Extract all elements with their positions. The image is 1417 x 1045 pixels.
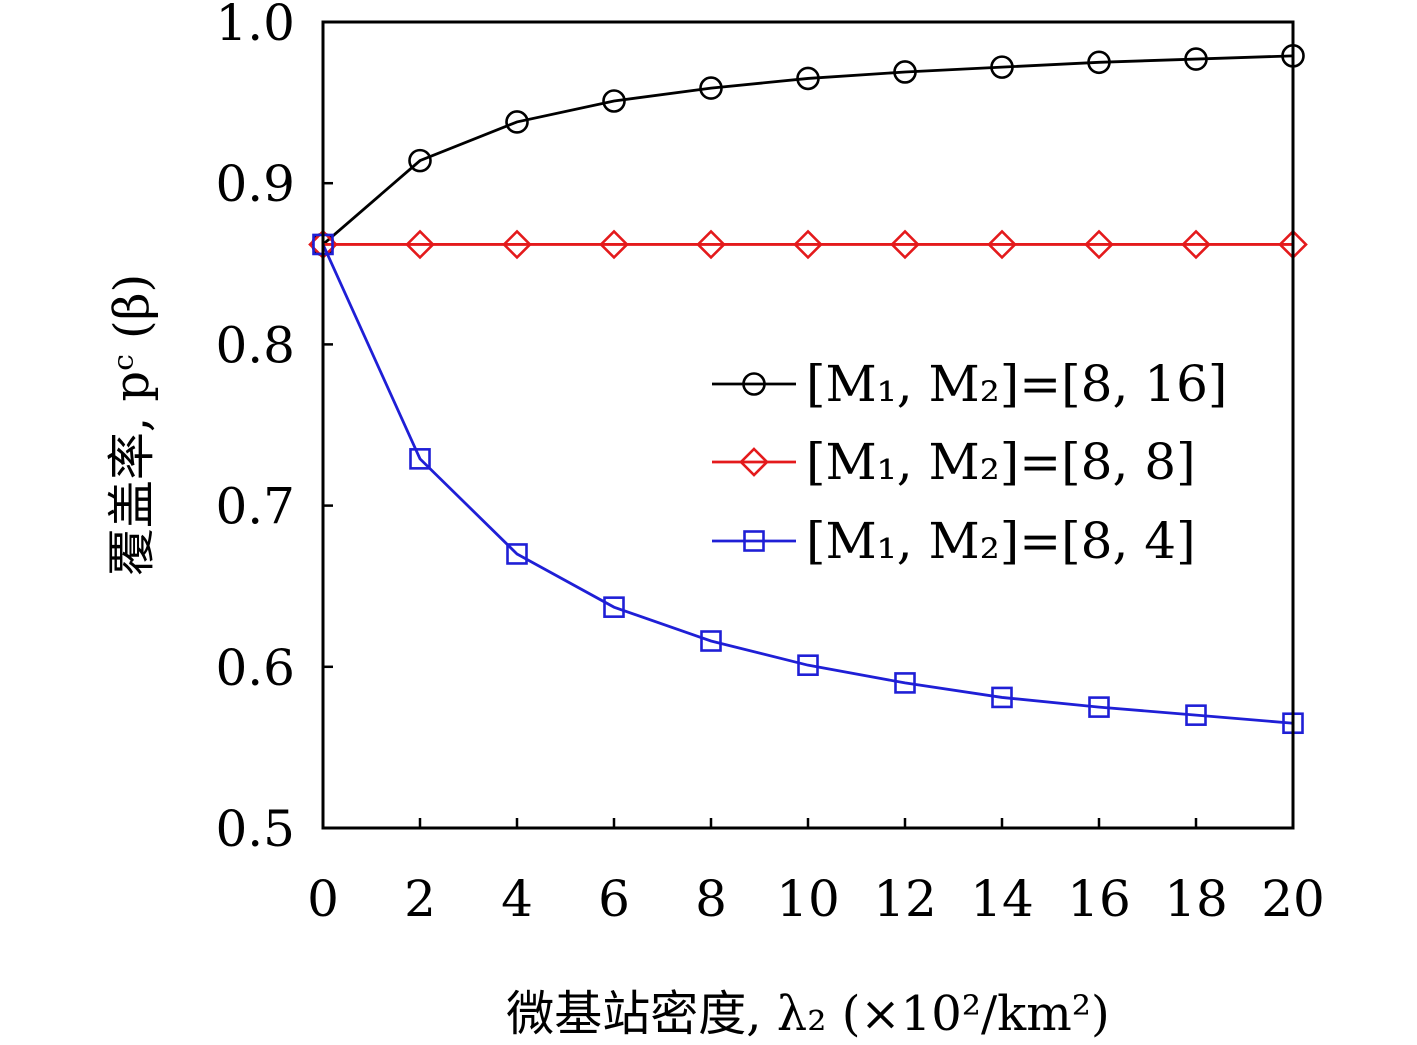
- data-point-diamond: [405, 229, 435, 260]
- y-tick-label: 0.7: [215, 478, 295, 536]
- y-tick-label: 0.8: [215, 316, 295, 374]
- data-point-diamond: [599, 229, 629, 260]
- data-point-diamond: [1181, 229, 1211, 260]
- x-tick-label: 18: [1164, 870, 1228, 928]
- x-tick-label: 4: [501, 870, 533, 928]
- data-point-square: [1088, 696, 1110, 718]
- data-point-square: [991, 686, 1013, 709]
- y-tick-label: 0.9: [215, 155, 295, 213]
- data-point-diamond: [696, 229, 726, 260]
- data-point-diamond: [890, 229, 920, 260]
- legend-marker: [739, 447, 769, 477]
- x-tick-label: 2: [404, 870, 436, 928]
- legend-marker: [742, 372, 766, 396]
- legend-entry: [M₁, M₂]=[8, 4]: [712, 512, 1196, 570]
- y-tick-label: 0.6: [215, 639, 295, 697]
- x-tick-label: 10: [776, 870, 840, 928]
- series-line: [321, 243, 1294, 725]
- data-point-diamond: [502, 229, 532, 260]
- y-tick-label: 0.5: [215, 800, 295, 858]
- x-tick-label: 0: [307, 870, 339, 928]
- x-tick-label: 8: [695, 870, 727, 928]
- legend-label: [M₁, M₂]=[8, 16]: [806, 355, 1227, 413]
- legend-entry: [M₁, M₂]=[8, 16]: [712, 355, 1227, 413]
- y-axis-title: 覆盖率, pᶜ (β): [104, 274, 160, 576]
- series-layer: [308, 44, 1308, 735]
- x-tick-label: 6: [598, 870, 630, 928]
- data-point-square: [797, 654, 819, 676]
- data-point-circle: [893, 60, 917, 84]
- data-point-square: [1185, 704, 1207, 726]
- data-point-circle: [408, 148, 432, 173]
- data-point-square: [700, 630, 722, 652]
- legend-label: [M₁, M₂]=[8, 4]: [806, 512, 1196, 570]
- data-point-circle: [505, 110, 529, 134]
- series-3: [312, 233, 1304, 735]
- y-axis: 0.5 0.6 0.7 0.8 0.9 1.0: [215, 0, 333, 858]
- data-point-circle: [602, 89, 626, 113]
- series-1: [311, 44, 1305, 257]
- data-point-circle: [1184, 47, 1208, 71]
- data-point-circle: [990, 55, 1014, 79]
- legend-label: [M₁, M₂]=[8, 8]: [806, 433, 1196, 491]
- plot-frame: [321, 20, 1295, 830]
- x-tick-label: 16: [1067, 870, 1131, 928]
- legend-entry: [M₁, M₂]=[8, 8]: [712, 433, 1196, 491]
- x-axis: 0 2 4 6 8 10 12 14 16 18 20: [307, 818, 1325, 928]
- series-line: [322, 54, 1294, 246]
- x-axis-title: 微基站密度, λ₂ (×10²/km²): [506, 986, 1109, 1042]
- y-tick-label: 1.0: [215, 0, 295, 52]
- series-2: [308, 229, 1308, 260]
- legend: [M₁, M₂]=[8, 16] [M₁, M₂]=[8, 8] [M₁, M₂]=…: [712, 355, 1227, 570]
- data-point-square: [506, 543, 528, 565]
- data-point-circle: [796, 66, 820, 91]
- x-tick-label: 14: [970, 870, 1034, 928]
- data-point-square: [603, 596, 625, 618]
- data-point-square: [409, 448, 431, 470]
- data-point-diamond: [1084, 229, 1114, 260]
- data-point-diamond: [793, 229, 823, 260]
- data-point-square: [894, 672, 916, 694]
- data-point-diamond: [987, 229, 1017, 260]
- x-tick-label: 12: [873, 870, 937, 928]
- data-point-circle: [699, 76, 723, 100]
- legend-marker: [743, 530, 765, 552]
- data-point-circle: [1087, 50, 1111, 75]
- x-tick-label: 20: [1261, 870, 1325, 928]
